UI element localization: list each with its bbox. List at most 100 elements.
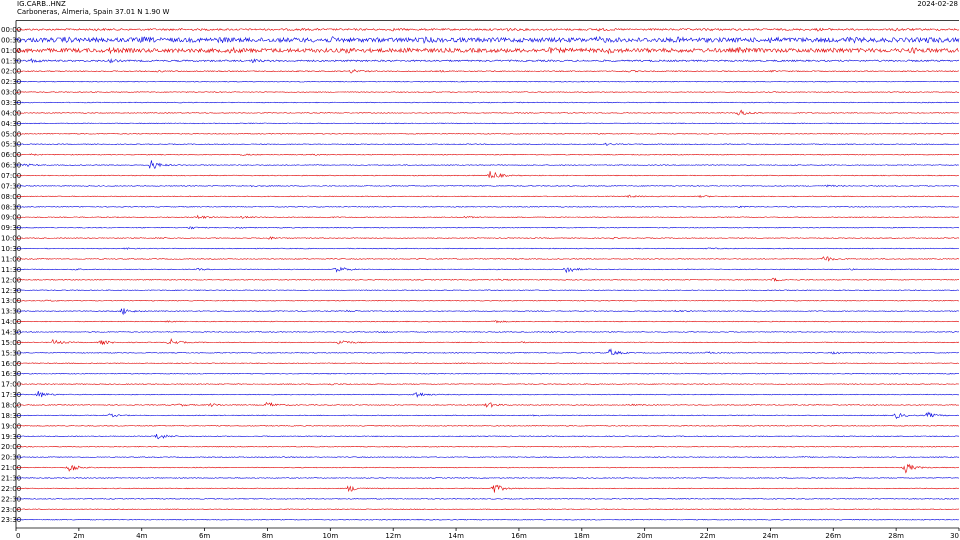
trace-row-0330 [15, 101, 960, 104]
row-time-label: 21:30 [1, 474, 21, 482]
row-time-label: 12:00 [1, 276, 21, 284]
row-time-label: 05:00 [1, 130, 21, 138]
x-tick-label: 30 [950, 532, 959, 540]
station-location: Carboneras, Almeria, Spain 37.01 N 1.90 … [17, 8, 170, 16]
trace-row-2100 [15, 463, 960, 474]
trace-row-0530 [15, 142, 960, 146]
trace-row-1130 [15, 266, 960, 274]
x-tick-label: 0 [16, 532, 20, 540]
row-time-label: 15:30 [1, 349, 21, 357]
row-time-label: 06:30 [1, 162, 21, 170]
trace-row-1400 [15, 320, 960, 324]
row-time-label: 20:00 [1, 443, 21, 451]
station-code: IG.CARB..HNZ [17, 0, 66, 8]
row-time-label: 11:00 [1, 255, 21, 263]
row-time-label: 02:30 [1, 78, 21, 86]
x-tick-label: 28m [888, 532, 904, 540]
row-time-label: 12:30 [1, 287, 21, 295]
row-time-label: 07:30 [1, 182, 21, 190]
row-time-label: 16:00 [1, 360, 21, 368]
trace-row-0700 [15, 171, 960, 179]
trace-row-1000 [15, 236, 960, 240]
trace-row-0630 [15, 160, 960, 170]
x-tick-label: 24m [763, 532, 779, 540]
x-tick-label: 8m [262, 532, 273, 540]
trace-row-0400 [15, 109, 960, 116]
trace-row-2030 [15, 455, 960, 459]
trace-row-2230 [16, 498, 960, 500]
trace-row-0600 [15, 153, 960, 156]
row-time-label: 03:00 [1, 89, 21, 97]
chart-date: 2024-02-28 [917, 0, 958, 8]
row-time-label: 05:30 [1, 141, 21, 149]
x-tick-label: 4m [136, 532, 147, 540]
trace-row-1800 [16, 401, 960, 408]
x-tick-label: 26m [825, 532, 841, 540]
trace-row-0130 [15, 58, 960, 64]
trace-row-1100 [15, 256, 960, 262]
x-tick-label: 20m [637, 532, 653, 540]
trace-row-1630 [15, 372, 960, 375]
row-time-label: 17:30 [1, 391, 21, 399]
x-tick-label: 22m [700, 532, 716, 540]
row-time-label: 18:00 [1, 401, 21, 409]
row-time-label: 04:30 [1, 120, 21, 128]
row-time-label: 19:30 [1, 433, 21, 441]
row-time-label: 03:30 [1, 99, 21, 107]
row-time-label: 04:00 [1, 109, 21, 117]
x-tick-label: 14m [448, 532, 464, 540]
row-time-label: 00:30 [1, 36, 21, 44]
row-time-label: 16:30 [1, 370, 21, 378]
trace-row-1530 [15, 348, 960, 355]
row-time-label: 20:30 [1, 454, 21, 462]
trace-row-0100 [15, 46, 960, 55]
trace-row-1300 [15, 299, 960, 302]
row-time-label: 15:00 [1, 339, 21, 347]
row-time-label: 10:30 [1, 245, 21, 253]
row-time-label: 01:00 [1, 47, 21, 55]
trace-row-1030 [15, 247, 960, 250]
trace-row-2300 [15, 508, 960, 511]
trace-row-1730 [15, 391, 960, 398]
row-time-label: 19:00 [1, 422, 21, 430]
x-tick-label: 10m [322, 532, 338, 540]
row-time-label: 22:00 [1, 485, 21, 493]
row-time-label: 18:30 [1, 412, 21, 420]
trace-row-0000 [15, 27, 960, 32]
row-time-label: 09:30 [1, 224, 21, 232]
row-time-label: 14:30 [1, 328, 21, 336]
row-time-label: 21:00 [1, 464, 21, 472]
trace-row-1230 [15, 289, 960, 292]
trace-row-1930 [15, 434, 960, 440]
row-time-label: 01:30 [1, 57, 21, 65]
row-time-label: 06:00 [1, 151, 21, 159]
row-time-label: 02:00 [1, 68, 21, 76]
x-tick-label: 16m [511, 532, 527, 540]
row-time-label: 13:00 [1, 297, 21, 305]
row-time-label: 22:30 [1, 495, 21, 503]
row-time-label: 10:00 [1, 235, 21, 243]
trace-row-1500 [15, 338, 960, 345]
trace-row-0230 [15, 80, 960, 83]
trace-row-1700 [15, 383, 960, 386]
x-tick-label: 6m [199, 532, 210, 540]
trace-row-0900 [15, 214, 960, 219]
x-tick-label: 2m [73, 532, 84, 540]
trace-row-0430 [15, 122, 960, 125]
trace-row-0930 [15, 226, 960, 230]
trace-row-2200 [15, 484, 960, 493]
trace-row-2330 [15, 518, 960, 521]
trace-row-2130 [15, 477, 960, 479]
row-time-label: 11:30 [1, 266, 21, 274]
row-time-label: 08:00 [1, 193, 21, 201]
trace-row-0300 [15, 91, 960, 93]
row-time-label: 17:00 [1, 381, 21, 389]
trace-row-1600 [15, 362, 960, 365]
row-time-label: 08:30 [1, 203, 21, 211]
row-time-label: 09:00 [1, 214, 21, 222]
row-time-label: 13:30 [1, 308, 21, 316]
trace-row-0730 [15, 184, 960, 188]
trace-row-0500 [15, 133, 960, 135]
trace-row-1830 [15, 411, 960, 420]
